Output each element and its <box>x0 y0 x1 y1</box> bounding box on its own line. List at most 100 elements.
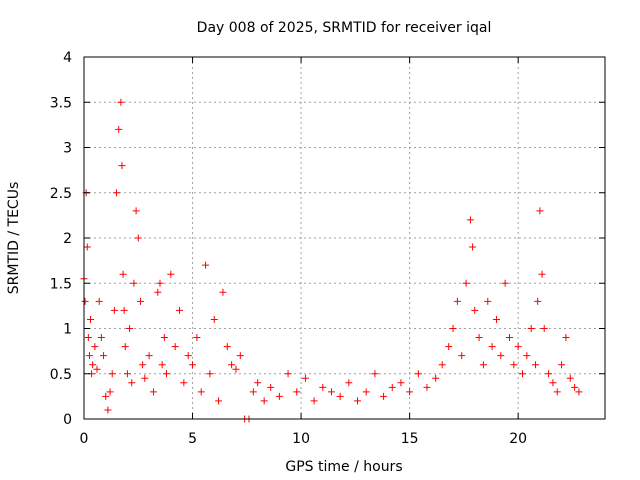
data-point <box>458 352 466 360</box>
data-point <box>475 334 483 342</box>
y-tick-label: 0.5 <box>50 367 72 383</box>
data-point <box>549 379 557 387</box>
data-point <box>176 306 184 314</box>
data-point <box>562 334 570 342</box>
data-point <box>510 361 518 369</box>
data-point <box>534 297 542 305</box>
data-point <box>215 397 223 405</box>
data-point <box>102 392 110 400</box>
data-point <box>145 352 153 360</box>
data-point <box>540 325 548 332</box>
data-point <box>93 365 101 373</box>
y-tick-label: 3.5 <box>50 95 72 111</box>
x-tick-label: 20 <box>509 431 527 447</box>
data-point <box>149 388 157 396</box>
data-point <box>319 383 327 391</box>
data-point <box>514 343 522 351</box>
data-point <box>336 392 344 400</box>
data-point <box>553 388 561 396</box>
data-point <box>362 388 370 396</box>
data-point <box>160 334 168 342</box>
data-point <box>371 370 379 378</box>
data-point <box>479 361 487 369</box>
data-point <box>388 383 396 391</box>
data-point <box>171 343 179 351</box>
data-point <box>119 270 127 278</box>
data-point <box>397 379 405 387</box>
data-point <box>293 388 301 396</box>
data-point <box>132 207 140 215</box>
data-point <box>497 352 505 360</box>
data-point <box>380 392 388 400</box>
data-point <box>126 325 134 332</box>
data-point <box>275 392 283 400</box>
data-point <box>85 352 93 360</box>
data-point <box>87 315 95 323</box>
data-point <box>97 334 105 342</box>
y-tick-label: 4 <box>63 50 72 66</box>
data-point <box>571 383 579 391</box>
data-point <box>469 243 477 251</box>
data-point <box>236 352 244 360</box>
data-point <box>523 352 531 360</box>
data-point <box>167 270 175 278</box>
data-point <box>121 343 129 351</box>
data-point <box>519 370 527 378</box>
x-tick-label: 5 <box>188 431 197 447</box>
data-point <box>327 388 335 396</box>
data-point <box>223 343 231 351</box>
data-point <box>484 297 492 305</box>
data-point <box>184 352 192 360</box>
data-point <box>162 370 170 378</box>
data-point <box>89 361 97 369</box>
data-point <box>100 352 108 360</box>
data-point <box>462 279 470 287</box>
data-point <box>527 325 535 332</box>
data-point <box>156 279 164 287</box>
y-axis-label: SRMTID / TECUs <box>6 182 22 295</box>
data-point <box>197 388 205 396</box>
data-point <box>91 343 99 351</box>
data-point <box>123 370 131 378</box>
data-point <box>141 374 149 382</box>
x-tick-label: 0 <box>80 431 89 447</box>
data-point <box>406 388 414 396</box>
data-point <box>120 306 128 314</box>
data-point <box>134 234 142 242</box>
data-point <box>104 406 112 414</box>
data-point <box>449 325 457 332</box>
data-point <box>84 334 92 342</box>
data-point <box>488 343 496 351</box>
y-tick-label: 0 <box>63 412 72 428</box>
data-point <box>117 98 125 106</box>
data-point <box>110 306 118 314</box>
y-tick-label: 3 <box>63 141 72 157</box>
data-point <box>232 365 240 373</box>
data-point <box>536 207 544 215</box>
data-point <box>260 397 268 405</box>
data-point <box>128 379 136 387</box>
data-point <box>249 388 257 396</box>
data-point <box>545 370 553 378</box>
data-point <box>219 288 227 296</box>
data-point <box>532 361 540 369</box>
data-point <box>432 374 440 382</box>
data-point <box>284 370 292 378</box>
axis-ticks: 0 5 10 15 20 0 0.5 1 1.5 2 2.5 3 3.5 4 <box>50 50 605 447</box>
data-point <box>538 270 546 278</box>
y-tick-label: 2 <box>63 231 72 247</box>
data-point <box>180 379 188 387</box>
data-point <box>118 162 126 170</box>
data-point <box>130 279 138 287</box>
data-point <box>206 370 214 378</box>
data-point <box>228 361 236 369</box>
data-point <box>158 361 166 369</box>
data-point <box>108 370 116 378</box>
data-point <box>193 334 201 342</box>
data-point <box>81 297 89 305</box>
data-point <box>310 397 318 405</box>
data-point <box>438 361 446 369</box>
data-point <box>492 315 500 323</box>
data-point <box>83 243 91 251</box>
data-point <box>423 383 431 391</box>
